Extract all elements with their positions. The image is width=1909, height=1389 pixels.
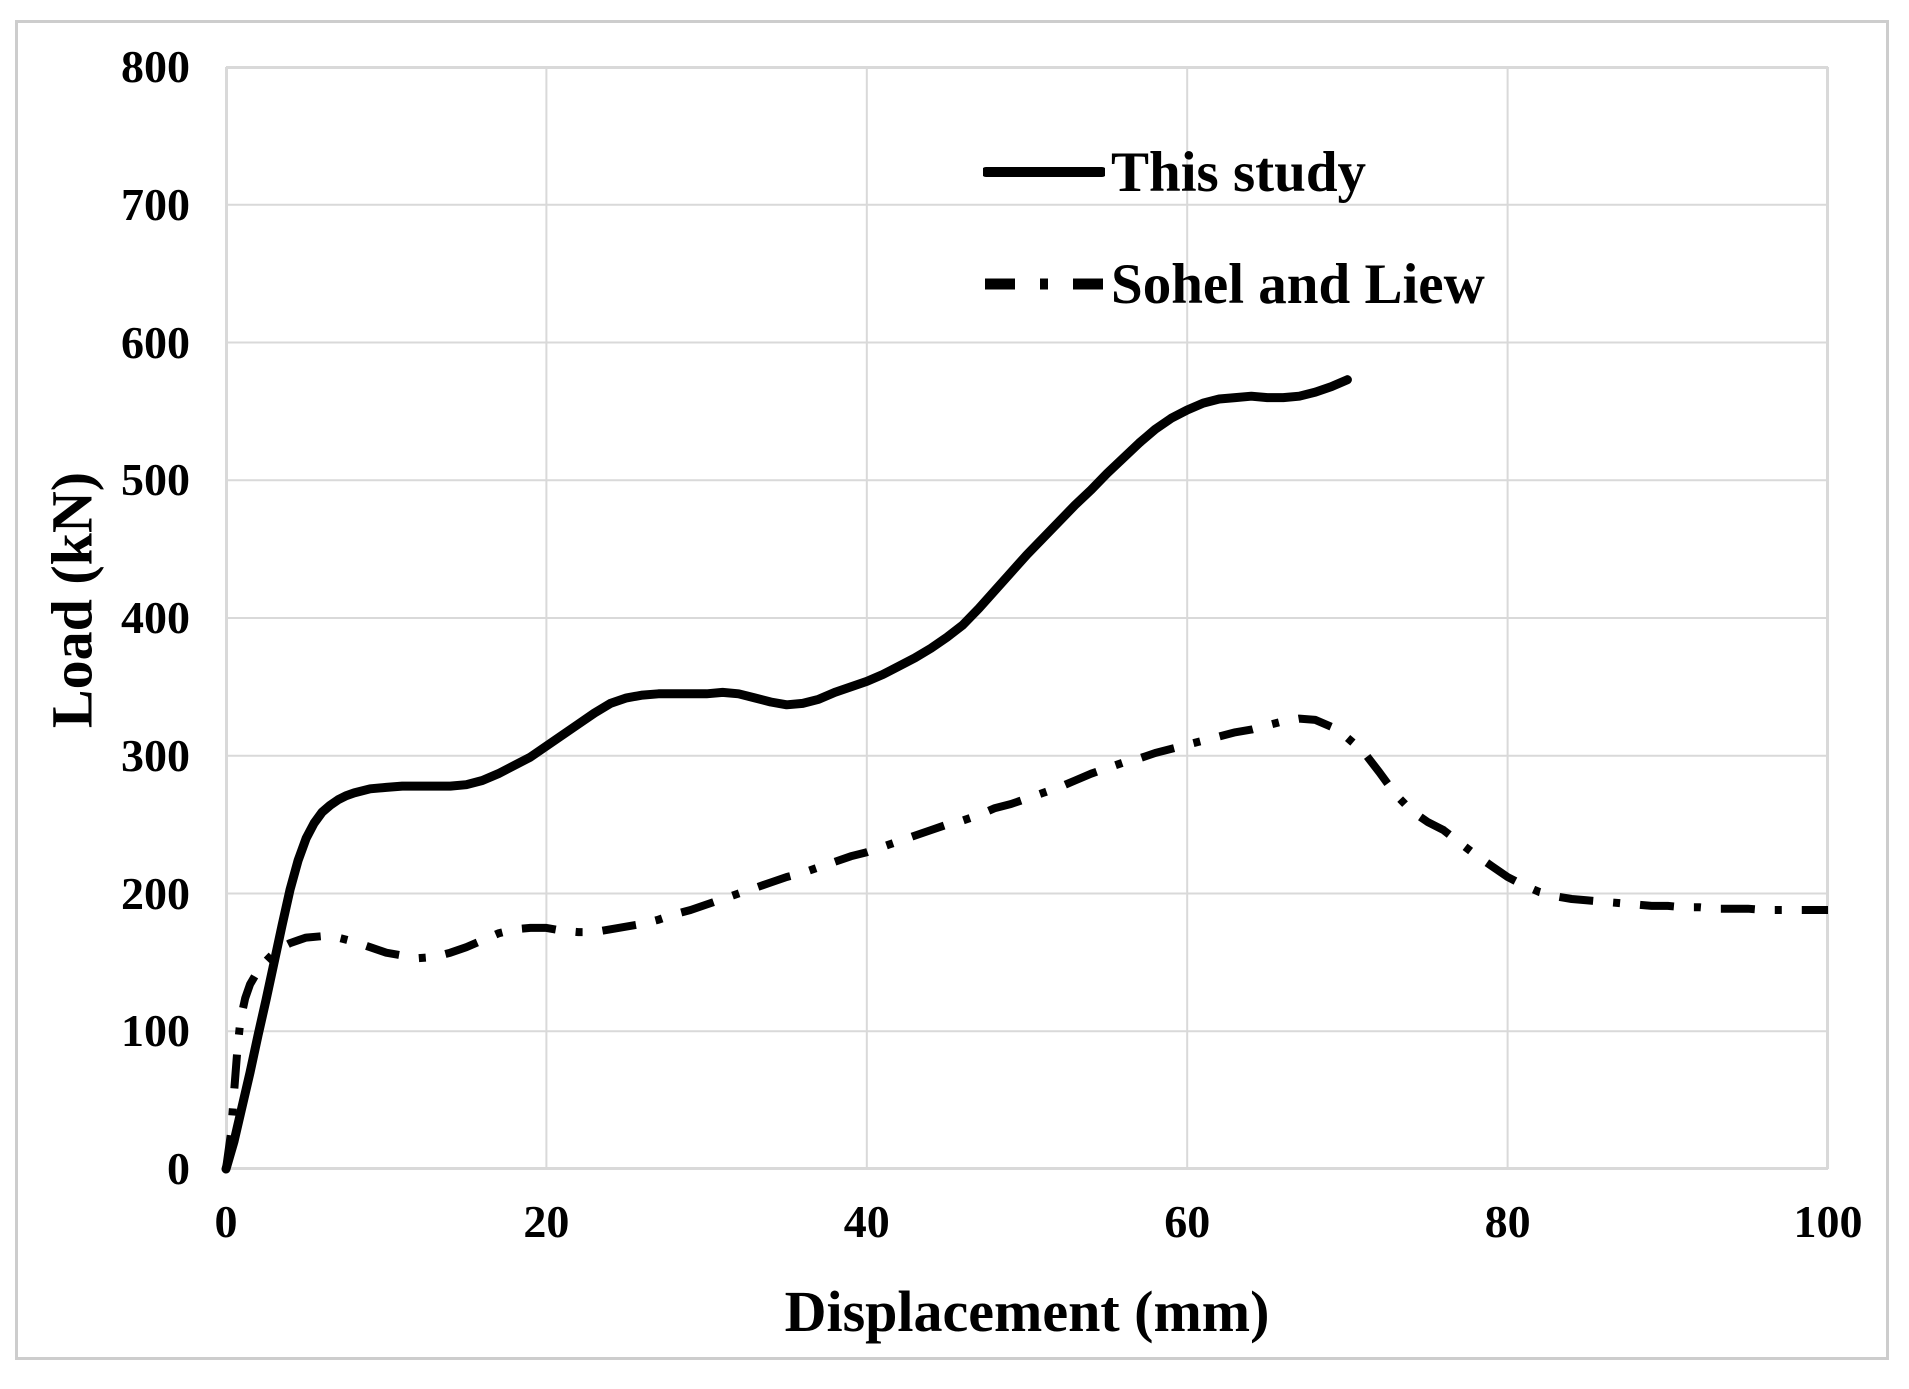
y-tick-label: 300 xyxy=(121,729,190,781)
legend: This study Sohel and Liew xyxy=(983,116,1485,340)
legend-item-this-study: This study xyxy=(983,116,1485,228)
x-tick-label: 60 xyxy=(1164,1196,1211,1247)
x-tick-label: 20 xyxy=(523,1196,570,1247)
y-tick-label: 400 xyxy=(121,592,190,643)
legend-label-sohel-and-liew: Sohel and Liew xyxy=(1111,252,1485,316)
dash-dot-line-sample-icon xyxy=(985,278,1105,290)
figure-border xyxy=(15,20,1889,1360)
x-tick-label: 0 xyxy=(214,1196,238,1247)
x-tick-label: 80 xyxy=(1484,1196,1531,1247)
y-tick-label: 100 xyxy=(121,1005,190,1057)
y-tick-label: 500 xyxy=(121,454,190,506)
y-tick-label: 700 xyxy=(121,178,190,230)
x-tick-label: 40 xyxy=(843,1196,890,1247)
series-line-sohel-and-liew xyxy=(222,714,1828,1170)
x-tick-label: 100 xyxy=(1793,1196,1863,1247)
y-tick-label: 200 xyxy=(121,867,190,919)
y-tick-label: 800 xyxy=(121,41,190,92)
plot-area xyxy=(221,66,1829,1174)
x-axis-title: Displacement (mm) xyxy=(784,1279,1270,1344)
legend-label-this-study: This study xyxy=(1111,140,1367,204)
y-tick-label: 0 xyxy=(167,1143,190,1194)
y-tick-label: 600 xyxy=(121,316,190,368)
legend-item-sohel-and-liew: Sohel and Liew xyxy=(983,228,1485,340)
series-line-this-study xyxy=(221,375,1352,1174)
solid-line-sample-icon xyxy=(983,167,1105,177)
